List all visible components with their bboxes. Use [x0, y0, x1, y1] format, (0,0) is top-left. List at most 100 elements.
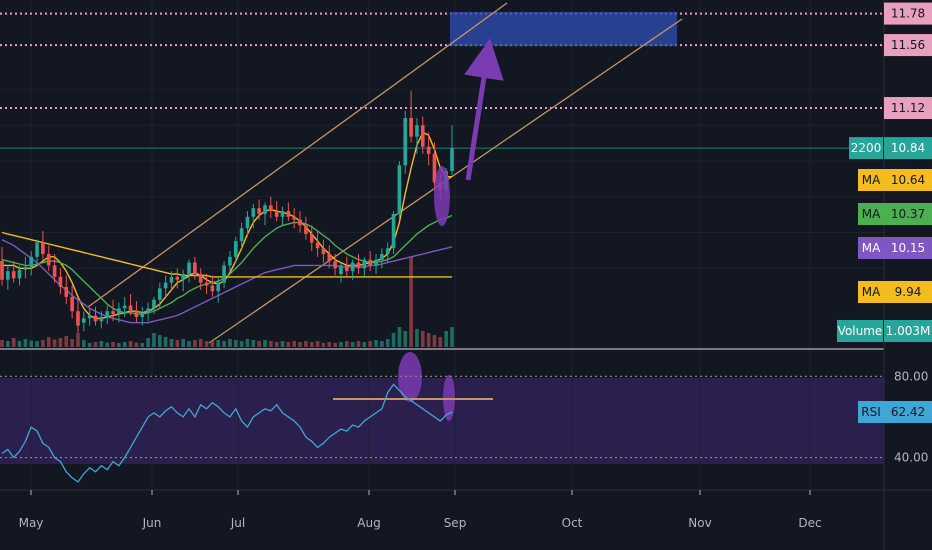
candle-body [286, 211, 291, 217]
highlight-ellipse-rsi-1 [398, 352, 422, 402]
ma-line [1, 231, 452, 278]
month-label: Jun [142, 516, 162, 530]
ma-legend-tag-text: MA [862, 173, 881, 187]
candle-body [350, 262, 355, 272]
volume-bar [356, 341, 361, 347]
volume-bar [309, 342, 314, 347]
volume-bar [187, 341, 191, 347]
volume-bar [380, 341, 384, 347]
ma-legend-value [884, 169, 932, 191]
candle-body [344, 265, 349, 272]
candle-body [315, 242, 320, 249]
ma-legend-value [884, 237, 932, 259]
candle-body [193, 262, 197, 275]
candle-body [239, 228, 244, 242]
candle-body [122, 305, 127, 309]
candle-body [99, 316, 104, 322]
candle-body [380, 253, 384, 260]
volume-bar [105, 342, 110, 347]
volume-bar [344, 341, 349, 347]
ma-legend-tag [858, 169, 884, 191]
volume-bar [362, 342, 367, 347]
candle-body [339, 265, 343, 275]
volume-bar [157, 335, 162, 347]
month-label: Aug [357, 516, 380, 530]
channel-upper-line [87, 2, 508, 308]
volume-bar [415, 329, 419, 347]
ma-legend-value [884, 203, 932, 225]
volume-tag [837, 320, 883, 342]
volume-value-text: 1.003M [886, 324, 931, 338]
volume-bar [438, 337, 443, 347]
candle-body [105, 311, 110, 317]
candle-body [76, 311, 80, 326]
rsi-tag-text: RSI [861, 405, 881, 419]
candle-body [274, 211, 279, 217]
volume-bar [181, 339, 185, 347]
candle-body [432, 153, 437, 183]
candle-body [409, 118, 413, 137]
volume-bar [315, 341, 320, 347]
candle-body [210, 285, 215, 292]
candle-body [415, 125, 419, 137]
candle-body [41, 242, 45, 254]
month-label: Oct [562, 516, 583, 530]
last-price-tag [849, 137, 883, 160]
candle-body [374, 259, 378, 266]
volume-bar [52, 339, 57, 347]
level-price-label [884, 34, 932, 57]
rsi-series [1, 383, 453, 483]
candle-body [426, 146, 431, 154]
volume-bar [444, 331, 448, 347]
rsi-value [884, 401, 932, 424]
candle-body [280, 211, 285, 217]
volume-bar [450, 327, 454, 347]
volume-bar [76, 333, 80, 347]
volume-bar [70, 339, 74, 347]
volume-bar [304, 341, 308, 347]
volume-bar [87, 343, 92, 347]
rsi-band [0, 378, 884, 464]
candle-body [298, 219, 302, 226]
candle-body [134, 311, 139, 317]
volume-bar [228, 339, 232, 347]
volume-bar [29, 340, 34, 347]
volume-bar [140, 343, 145, 347]
level-price-label-text: 11.78 [891, 7, 925, 21]
month-label: Jul [230, 516, 245, 530]
candle-body [251, 208, 256, 217]
volume-bar [175, 340, 180, 347]
time-axis: May Jun Jul Aug Sep Oct Nov Dec [19, 490, 822, 530]
month-label: May [19, 516, 44, 530]
candle-body [269, 205, 273, 212]
volume-bar [122, 342, 127, 347]
candle-body [52, 265, 57, 277]
candle-body [70, 296, 74, 312]
month-label: Nov [688, 516, 711, 530]
candle-body [157, 288, 162, 300]
candle-body [245, 216, 250, 229]
volume-bar [193, 340, 197, 347]
level-price-label [884, 2, 932, 25]
candle-body [216, 282, 221, 292]
volume-bar [146, 338, 150, 347]
volume-bar [163, 337, 168, 347]
volume-bar [420, 331, 425, 347]
volume-bar [257, 341, 261, 347]
volume-bar [432, 335, 437, 347]
candle-body [309, 233, 314, 243]
volume-bar [327, 342, 332, 347]
volume-bar [385, 339, 390, 347]
volume-bar [245, 339, 250, 347]
candle-body [17, 269, 22, 279]
candle-body [391, 213, 396, 249]
month-label: Dec [798, 516, 821, 530]
ma-legend-value [884, 281, 932, 303]
volume-bar [11, 338, 16, 347]
candle-body [64, 286, 69, 297]
volume-bar [111, 342, 115, 347]
volume-bar [222, 341, 226, 347]
candle-body [46, 253, 51, 266]
target-zone [450, 12, 677, 46]
